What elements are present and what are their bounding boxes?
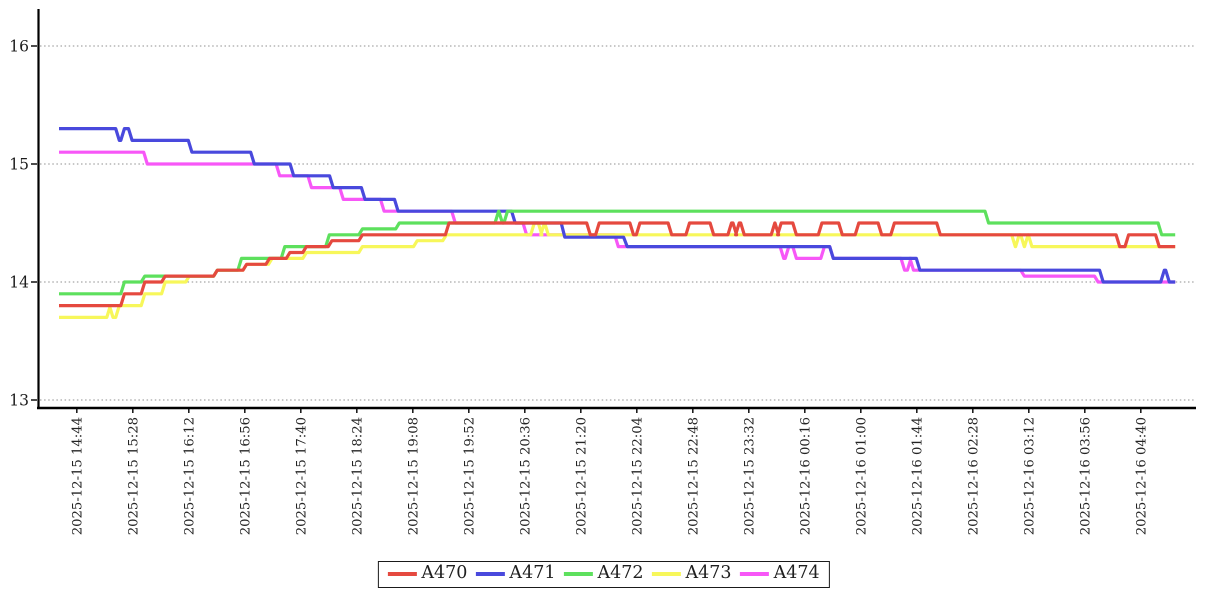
x-tick-label: 2025-12-15 20:36 <box>518 417 533 535</box>
x-tick-label: 2025-12-15 14:44 <box>70 417 85 535</box>
x-tick-label: 2025-12-15 17:40 <box>294 417 309 535</box>
legend-item-a471: A471 <box>475 563 556 583</box>
x-tick-label: 2025-12-15 18:24 <box>350 417 365 535</box>
y-tick-label: 16 <box>9 38 29 56</box>
chart-legend: A470 A471 A472 A473 A474 <box>377 561 830 588</box>
legend-label-a470: A470 <box>421 563 468 583</box>
y-axis-labels: 16 15 14 13 <box>9 38 37 410</box>
legend-item-a474: A474 <box>739 563 820 583</box>
x-tick-label: 2025-12-16 01:44 <box>910 417 925 535</box>
x-tick-label: 2025-12-15 16:12 <box>182 417 197 535</box>
series-line-A473 <box>59 221 1176 319</box>
x-tick-label: 2025-12-16 02:28 <box>966 417 981 535</box>
x-tick-label: 2025-12-15 22:48 <box>686 417 701 535</box>
x-tick-label: 2025-12-15 16:56 <box>238 417 253 535</box>
legend-item-a472: A472 <box>563 563 644 583</box>
legend-swatch-a474 <box>739 571 769 576</box>
legend-swatch-a473 <box>651 571 681 576</box>
x-tick-label: 2025-12-15 21:20 <box>574 417 589 535</box>
series-lines <box>59 127 1176 319</box>
x-tick-label: 2025-12-16 00:16 <box>798 417 813 535</box>
y-tick-label: 15 <box>9 156 29 174</box>
legend-swatch-a472 <box>563 571 593 576</box>
x-tick-label: 2025-12-16 04:40 <box>1134 417 1149 535</box>
x-tick-label: 2025-12-15 15:28 <box>126 417 141 535</box>
x-axis-labels: 2025-12-15 14:44 2025-12-15 15:28 2025-12-… <box>70 408 1149 535</box>
legend-swatch-a471 <box>475 571 505 576</box>
legend-label-a471: A471 <box>509 563 556 583</box>
y-tick-label: 13 <box>9 392 29 410</box>
legend-label-a473: A473 <box>685 563 732 583</box>
axes <box>37 9 1196 410</box>
x-tick-label: 2025-12-15 19:52 <box>462 417 477 535</box>
legend-label-a474: A474 <box>773 563 820 583</box>
x-tick-label: 2025-12-15 19:08 <box>406 417 421 535</box>
legend-item-a470: A470 <box>387 563 468 583</box>
series-line-A474 <box>59 150 1176 284</box>
series-line-A470 <box>59 221 1176 308</box>
legend-item-a473: A473 <box>651 563 732 583</box>
series-line-A471 <box>59 127 1176 284</box>
legend-swatch-a470 <box>387 571 417 576</box>
y-tick-label: 14 <box>9 274 29 292</box>
x-tick-label: 2025-12-15 22:04 <box>630 417 645 535</box>
x-tick-label: 2025-12-16 03:56 <box>1078 417 1093 535</box>
x-tick-label: 2025-12-15 23:32 <box>742 417 757 535</box>
x-tick-label: 2025-12-16 03:12 <box>1022 417 1037 535</box>
x-tick-label: 2025-12-16 01:00 <box>854 417 869 535</box>
legend-label-a472: A472 <box>597 563 644 583</box>
